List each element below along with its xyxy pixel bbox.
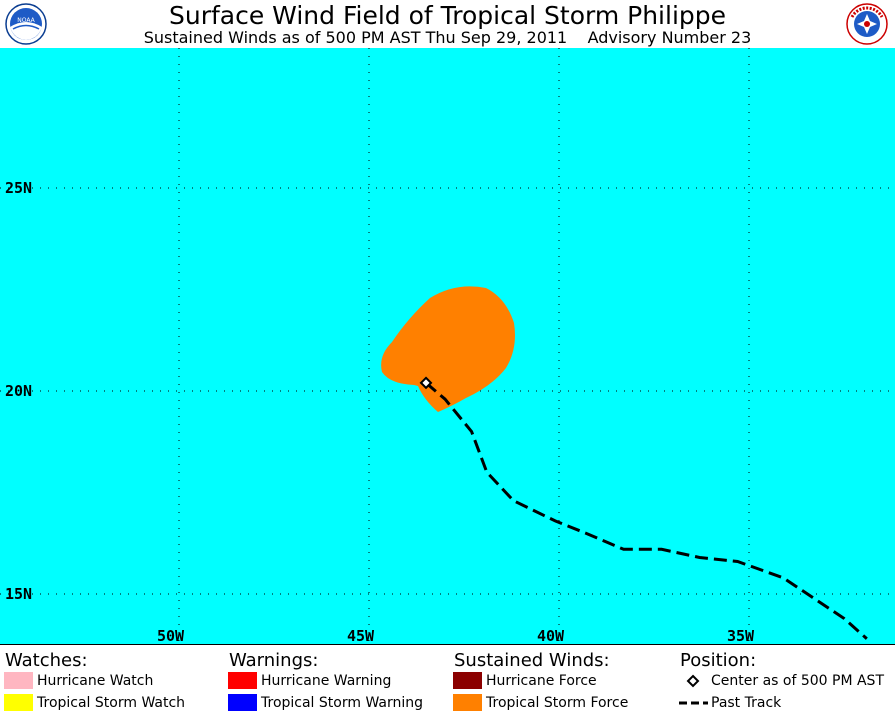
tropical-storm-force-wind-area — [381, 286, 515, 412]
tropical-storm-watch-label: Tropical Storm Watch — [37, 695, 186, 711]
hurricane-watch-label: Hurricane Watch — [37, 673, 154, 689]
lon-label-35w: 35W — [727, 627, 755, 644]
legend-warnings-heading: Warnings: — [229, 650, 319, 671]
tropical-storm-force-swatch — [453, 694, 482, 711]
legend-position-heading: Position: — [680, 650, 757, 671]
storm-center-diamond-icon — [419, 376, 433, 390]
lat-label-20n: 20N — [5, 382, 32, 400]
hurricane-warning-label: Hurricane Warning — [261, 673, 392, 689]
lat-lon-grid — [0, 48, 895, 644]
hurricane-warning-swatch — [228, 672, 257, 689]
storm-center-marker — [419, 376, 433, 390]
past-track-label: Past Track — [711, 695, 782, 711]
wind-field-map: 25N 20N 15N 50W 45W 40W 35W — [0, 48, 895, 644]
nws-logo — [846, 3, 888, 45]
lon-label-50w: 50W — [157, 627, 185, 644]
center-position-label: Center as of 500 PM AST — [711, 673, 884, 689]
diamond-icon — [686, 674, 700, 688]
lat-label-15n: 15N — [5, 585, 32, 603]
page-subtitle: Sustained Winds as of 500 PM AST Thu Sep… — [143, 28, 752, 47]
noaa-logo-text: NOAA — [17, 17, 35, 24]
page-title: Surface Wind Field of Tropical Storm Phi… — [168, 1, 727, 30]
hurricane-force-label: Hurricane Force — [486, 673, 597, 689]
lon-label-40w: 40W — [537, 627, 565, 644]
lat-label-25n: 25N — [5, 179, 32, 197]
axis-labels: 25N 20N 15N 50W 45W 40W 35W — [5, 179, 755, 644]
tropical-storm-force-label: Tropical Storm Force — [486, 695, 629, 711]
tropical-storm-watch-swatch — [4, 694, 33, 711]
hurricane-force-swatch — [453, 672, 482, 689]
header: NOAA Surface Wind Field of Tropical Stor… — [0, 0, 895, 48]
noaa-logo: NOAA — [5, 3, 47, 45]
tropical-storm-warning-label: Tropical Storm Warning — [261, 695, 423, 711]
past-track-line — [425, 381, 868, 640]
legend: Watches: Hurricane Watch Tropical Storm … — [0, 644, 895, 717]
legend-watches-heading: Watches: — [5, 650, 88, 671]
hurricane-watch-swatch — [4, 672, 33, 689]
lon-label-45w: 45W — [347, 627, 375, 644]
dashed-line-icon — [679, 701, 708, 705]
tropical-storm-warning-swatch — [228, 694, 257, 711]
legend-winds-heading: Sustained Winds: — [454, 650, 610, 671]
